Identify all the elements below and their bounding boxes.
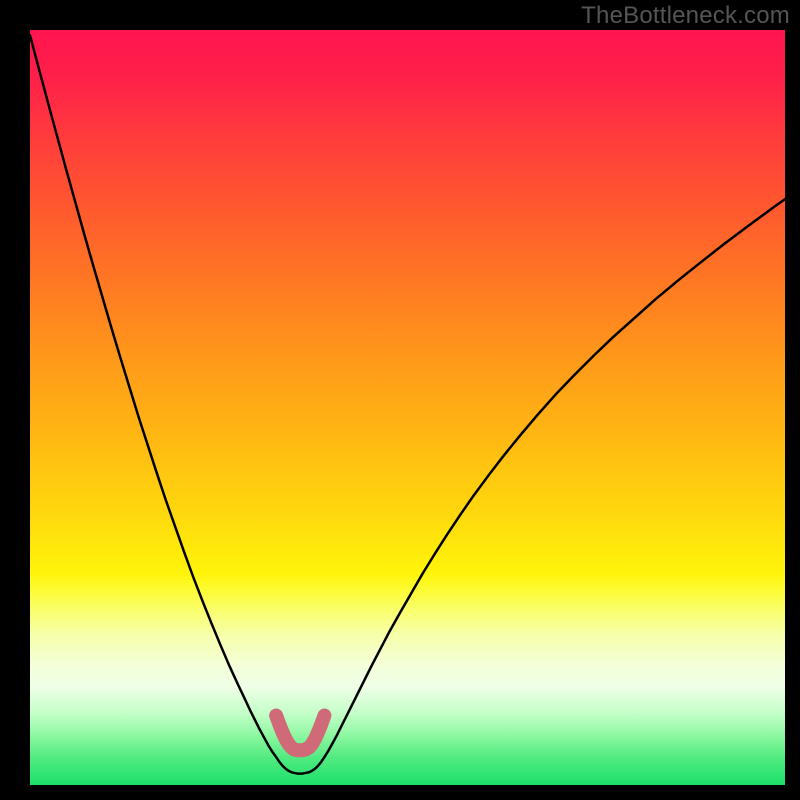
watermark-text: TheBottleneck.com [581, 2, 790, 30]
chart-container: TheBottleneck.com [0, 0, 800, 800]
bottleneck-chart [0, 0, 800, 800]
plot-background [30, 30, 785, 785]
